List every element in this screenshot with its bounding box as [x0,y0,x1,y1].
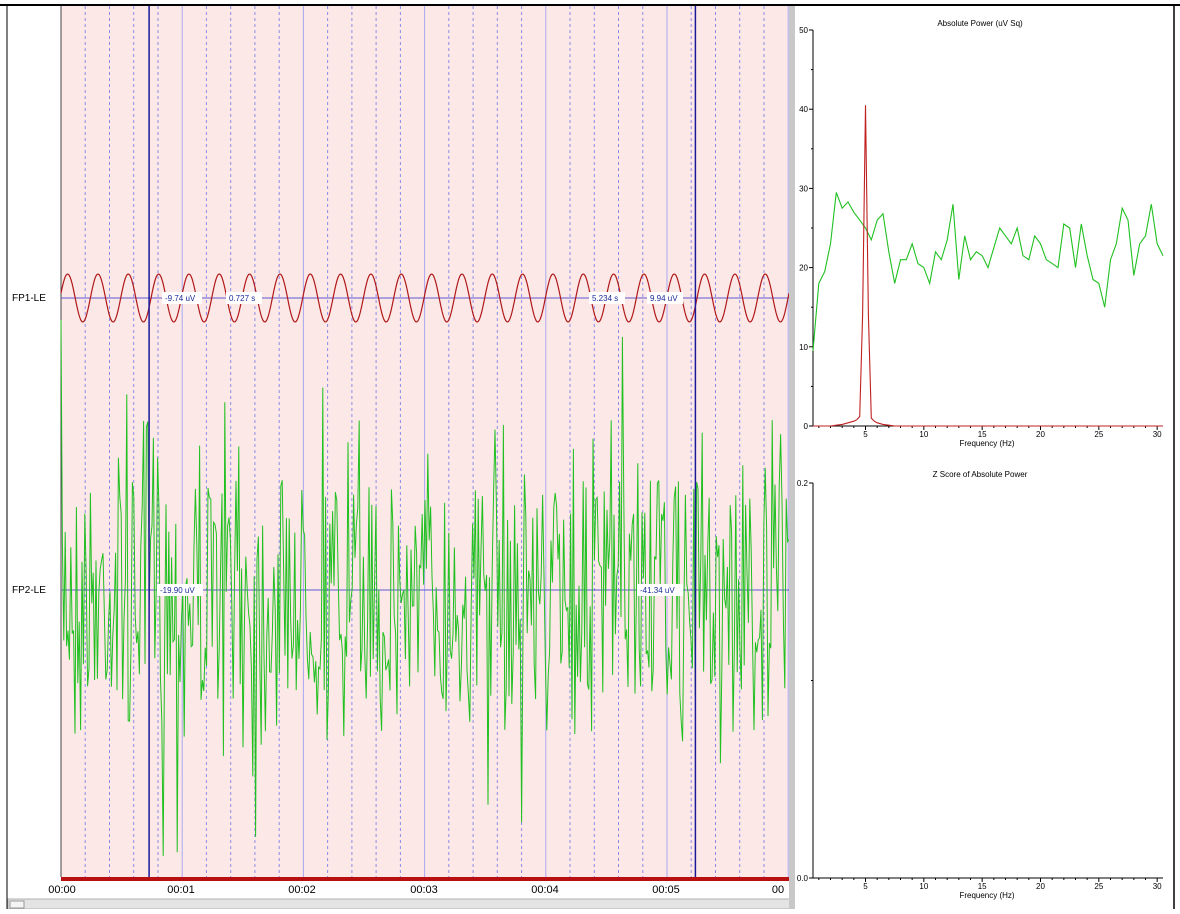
channel-label-column [8,6,61,899]
y-tick-label: 20 [799,264,808,273]
series-line-1 [813,105,1163,427]
channel-label-fp1: FP1-LE [12,293,46,304]
x-tick-label: 10 [919,430,928,439]
readout-box [589,292,625,304]
x-tick-label: 30 [1153,430,1162,439]
x-tick-label: 25 [1094,882,1103,891]
x-tick-label: 5 [863,882,868,891]
cursor1-fp1-readout: -9.74 uV [165,294,196,303]
y-tick-label: 40 [799,105,808,114]
x-tick-label: 20 [1036,882,1045,891]
y-tick-label: 0 [804,422,809,431]
time-label: 00:05 [652,884,680,896]
scrollbar-thumb[interactable] [9,900,25,909]
readout-box [226,292,262,304]
readout-box [637,584,683,596]
y-tick-label: 0.0 [797,874,809,883]
panel-splitter[interactable] [789,6,795,909]
channel-label-fp2: FP2-LE [12,585,46,596]
x-tick-label: 30 [1153,882,1162,891]
x-tick-label: 15 [978,882,987,891]
eeg-grid [84,6,789,877]
cursor2-fp2-readout: -41.34 uV [640,586,675,595]
fp2-trace [60,319,790,857]
cursor-readouts: -9.74 uV 0.727 s 5.234 s 9.94 uV -19.90 … [157,292,683,596]
x-tick-label: 15 [978,430,987,439]
x-tick-label: 25 [1094,430,1103,439]
absolute-power-chart: Absolute Power (uV Sq) Frequency (Hz) 5 1… [799,19,1164,448]
eeg-panel[interactable]: FP1-LE FP2-LE -9.74 uV 0.727 s 5.234 s 9… [7,6,792,910]
z-score-chart: Z Score of Absolute Power Frequency (Hz)… [797,470,1163,900]
time-axis: 00:00 00:01 00:02 00:03 00:04 00:05 00 [48,884,784,896]
x-axis-label: Frequency (Hz) [959,891,1014,900]
time-label: 00:04 [531,884,559,896]
chart-title: Absolute Power (uV Sq) [937,19,1023,28]
time-label: 00:00 [48,884,76,896]
series-line-0 [812,192,1164,351]
chart-title: Z Score of Absolute Power [933,470,1028,479]
x-tick-label: 5 [863,430,868,439]
y-tick-label: 30 [799,184,808,193]
cursor2-time-readout: 5.234 s [592,294,618,303]
time-label: 00:03 [410,884,438,896]
readout-box [647,292,683,304]
cursor1-time-readout: 0.727 s [229,294,255,303]
time-label: 00 [772,884,784,896]
time-label: 00:02 [288,884,316,896]
time-label: 00:01 [167,884,195,896]
y-tick-label: 10 [799,343,808,352]
cursor1-fp2-readout: -19.90 uV [160,586,195,595]
x-tick-label: 20 [1036,430,1045,439]
time-progress-bar[interactable] [61,877,789,881]
horizontal-scrollbar[interactable] [7,898,792,910]
y-tick-label: 50 [799,26,808,35]
readout-box [162,292,202,304]
x-axis-label: Frequency (Hz) [959,439,1014,448]
y-tick-label: 0.2 [797,479,809,488]
cursor2-fp1-readout: 9.94 uV [650,294,678,303]
x-tick-label: 10 [919,882,928,891]
readout-box [157,584,203,596]
